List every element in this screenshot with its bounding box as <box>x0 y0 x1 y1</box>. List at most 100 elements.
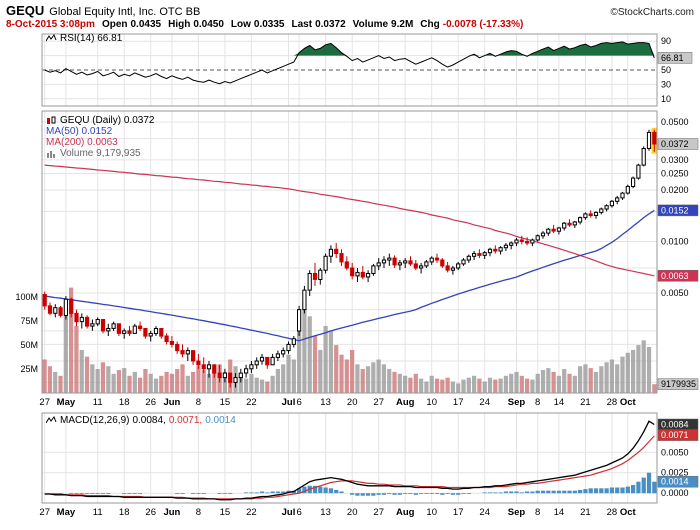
ticker-symbol: GEQU <box>6 3 45 18</box>
svg-text:17: 17 <box>453 507 464 518</box>
svg-text:0.0200: 0.0200 <box>661 185 689 195</box>
x-axis-macd: 27 May 11 18 26 Jun 8 15 22 Jul 6 13 20 27 Aug 10 17 24 Se… <box>39 507 636 518</box>
x-axis-main: 27 May 11 18 26 Jun 8 15 22 Jul 6 13 20 27 Aug 10 17 24 Se… <box>39 397 636 408</box>
price-legend: GEQU (Daily) 0.0372 MA(50) 0.0152 MA(200… <box>46 115 154 159</box>
chg-value: -0.0078 (-17.33%) <box>442 19 524 30</box>
svg-text:75M: 75M <box>20 316 38 326</box>
hist-value-box-text: 0.0014 <box>661 477 689 487</box>
last-price-box-text: 0.0372 <box>661 139 689 149</box>
volume-value-box <box>657 378 699 390</box>
svg-text:0.0250: 0.0250 <box>661 169 689 179</box>
price-legend-text: GEQU (Daily) 0.0372 <box>60 115 155 126</box>
svg-text:17: 17 <box>453 397 464 408</box>
svg-text:Jun: Jun <box>163 397 180 408</box>
svg-text:100M: 100M <box>15 292 38 302</box>
macd-value-text: 0.0084, <box>132 415 166 426</box>
svg-text:13: 13 <box>320 397 331 408</box>
macd-signal-line <box>44 435 655 500</box>
svg-text:26: 26 <box>145 507 156 518</box>
svg-text:6: 6 <box>296 397 301 408</box>
macd-value-box-text: 0.0084 <box>661 420 689 430</box>
ma200-price-box-text: 0.0063 <box>661 271 689 281</box>
svg-text:Aug: Aug <box>396 507 415 518</box>
svg-text:0.0000: 0.0000 <box>661 488 689 498</box>
svg-text:8: 8 <box>196 507 201 518</box>
chg-label: Chg <box>420 19 440 30</box>
volume-value: 9.2M <box>391 19 414 30</box>
rsi-line <box>44 41 655 85</box>
svg-text:Oct: Oct <box>620 397 637 408</box>
gridlines <box>42 34 657 503</box>
svg-text:15: 15 <box>220 397 231 408</box>
line-chart-icon <box>46 34 57 43</box>
svg-text:27: 27 <box>373 397 384 408</box>
open-value: 0.0435 <box>130 19 162 30</box>
svg-text:0.0050: 0.0050 <box>661 288 689 298</box>
svg-text:15: 15 <box>220 507 231 518</box>
chart-area: 90 50 30 10 0.0500 0.0300 0.0250 0.0200 0.0100 0.… <box>0 31 700 525</box>
svg-text:Aug: Aug <box>396 397 415 408</box>
svg-text:May: May <box>57 507 76 518</box>
rsi-value-box-text: 66.81 <box>661 53 684 63</box>
macd-panel-border <box>41 412 658 504</box>
signal-value-box <box>657 429 699 441</box>
svg-text:0.0050: 0.0050 <box>661 447 689 457</box>
svg-text:20: 20 <box>347 507 358 518</box>
volume-legend-text: Volume 9,179,935 <box>60 148 141 159</box>
svg-text:26: 26 <box>145 397 156 408</box>
svg-text:28: 28 <box>607 397 618 408</box>
macd-legend: MACD(12,26,9) 0.0084, 0.0071, 0.0014 <box>46 415 236 426</box>
svg-text:90: 90 <box>661 36 671 46</box>
svg-text:0.0500: 0.0500 <box>661 117 689 127</box>
svg-text:50M: 50M <box>20 340 38 350</box>
rsi-panel-border <box>41 33 658 107</box>
svg-text:24: 24 <box>479 397 490 408</box>
signal-value-text: 0.0071, <box>168 415 203 426</box>
svg-text:22: 22 <box>246 507 257 518</box>
quote-line: Open 0.0435 High 0.0450 Low 0.0335 Last 0.03… <box>102 19 523 30</box>
svg-text:18: 18 <box>119 507 130 518</box>
macd-name-text: MACD(12,26,9) <box>60 415 130 426</box>
candlesticks <box>42 129 657 388</box>
svg-text:6: 6 <box>296 507 301 518</box>
svg-text:27: 27 <box>39 397 50 408</box>
svg-text:Jun: Jun <box>163 507 180 518</box>
svg-text:Sep: Sep <box>508 397 526 408</box>
ma200-legend-text: MA(200) 0.0063 <box>46 137 118 148</box>
svg-text:28: 28 <box>607 507 618 518</box>
svg-text:8: 8 <box>196 397 201 408</box>
svg-text:14: 14 <box>554 397 565 408</box>
svg-text:8: 8 <box>535 507 540 518</box>
rsi-legend-text: RSI(14) 66.81 <box>60 33 123 44</box>
svg-text:50: 50 <box>661 65 671 75</box>
chart-header: GEQU Global Equity Intl, Inc. OTC BB ©St… <box>0 0 700 31</box>
low-value: 0.0335 <box>253 19 285 30</box>
stockcharts-credit: ©StockCharts.com <box>610 7 694 18</box>
ma200-line <box>44 164 655 277</box>
svg-text:Oct: Oct <box>620 507 637 518</box>
svg-text:24: 24 <box>479 507 490 518</box>
ma50-price-box-text: 0.0152 <box>661 205 689 215</box>
svg-text:25M: 25M <box>20 364 38 374</box>
line-chart-icon <box>46 416 57 425</box>
svg-text:10: 10 <box>661 94 671 104</box>
price-panel-border <box>41 110 658 394</box>
rsi-value-box <box>657 52 693 64</box>
company-name: Global Equity Intl, Inc. OTC BB <box>49 6 201 18</box>
svg-text:Jul: Jul <box>282 397 296 408</box>
svg-text:10: 10 <box>426 507 437 518</box>
low-label: Low <box>230 19 251 30</box>
svg-text:0.0100: 0.0100 <box>661 237 689 247</box>
macd-line <box>44 420 655 501</box>
svg-text:13: 13 <box>320 507 331 518</box>
volume-label: Volume <box>352 19 389 30</box>
svg-text:21: 21 <box>580 397 591 408</box>
stock-chart-canvas: 90 50 30 10 0.0500 0.0300 0.0250 0.0200 0.0100 0.… <box>15 33 699 518</box>
hist-value-text: 0.0014 <box>205 415 236 426</box>
svg-text:0.0300: 0.0300 <box>661 155 689 165</box>
volume-bars <box>42 287 657 394</box>
ma50-price-box <box>657 204 699 217</box>
volume-bars-icon <box>46 149 57 158</box>
high-value: 0.0450 <box>193 19 224 30</box>
svg-text:30: 30 <box>661 79 671 89</box>
